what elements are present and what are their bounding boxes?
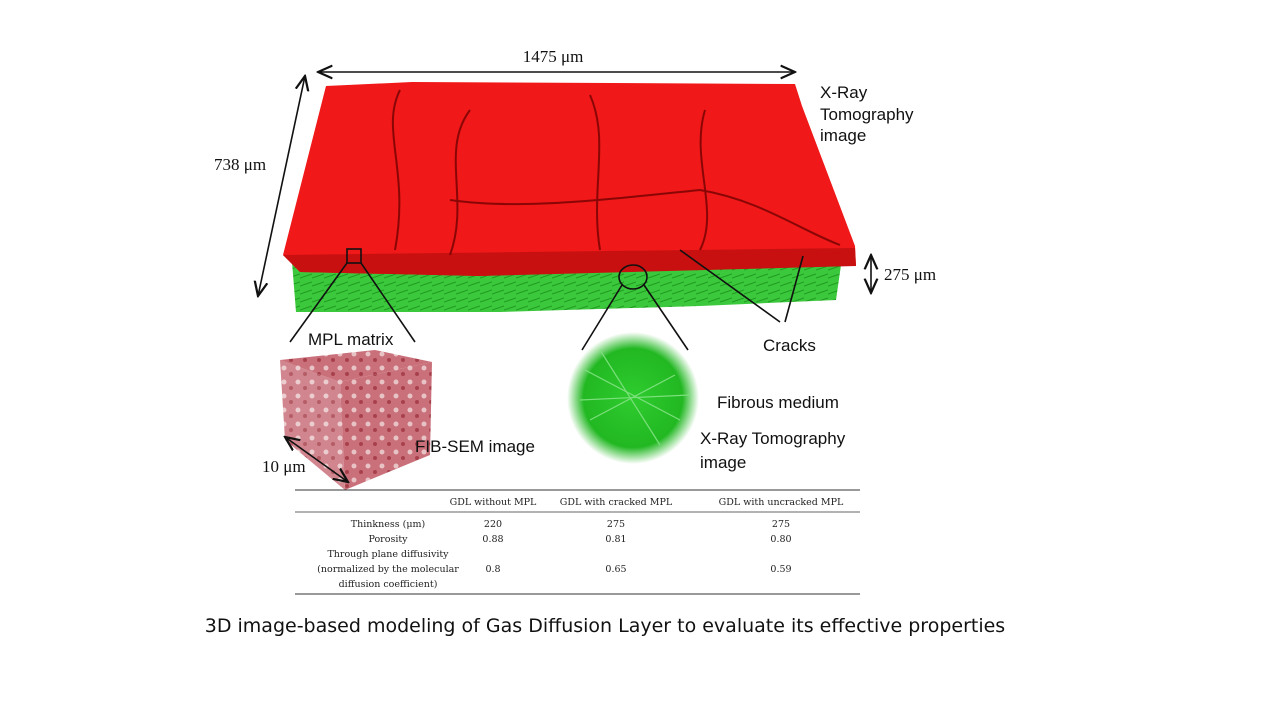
crack-pointer bbox=[784, 255, 804, 323]
column-header: GDL with cracked MPL bbox=[560, 497, 673, 508]
cracks-texture bbox=[391, 89, 841, 256]
slab-front bbox=[283, 248, 856, 276]
xray-label: Tomography bbox=[820, 105, 914, 124]
fiber-marker bbox=[618, 264, 648, 290]
cell: 0.80 bbox=[770, 534, 791, 545]
column-header: GDL without MPL bbox=[450, 497, 537, 508]
cell: 0.65 bbox=[605, 564, 626, 575]
crack-pointer bbox=[679, 249, 781, 323]
row-label: Porosity bbox=[368, 534, 408, 545]
thickness-label: 275 μm bbox=[884, 265, 936, 284]
cracks-label: Cracks bbox=[763, 336, 816, 355]
row-label: Through plane diffusivity bbox=[327, 549, 449, 560]
xray-label: X-Ray bbox=[820, 83, 868, 102]
cell: 0.8 bbox=[485, 564, 500, 575]
mpl-label: MPL matrix bbox=[308, 330, 394, 349]
cube-size-label: 10 μm bbox=[262, 457, 306, 476]
fibrous-label: Fibrous medium bbox=[717, 393, 839, 412]
row-label: Thinkness (μm) bbox=[351, 519, 425, 530]
cell: 0.88 bbox=[482, 534, 503, 545]
cell: 0.59 bbox=[770, 564, 791, 575]
cell: 275 bbox=[607, 519, 625, 530]
cube-top bbox=[280, 350, 432, 382]
callout-line bbox=[581, 284, 623, 351]
mpl-marker bbox=[346, 248, 362, 264]
cube-right bbox=[340, 362, 432, 490]
row-label: (normalized by the molecular bbox=[317, 564, 459, 575]
cell: 275 bbox=[772, 519, 790, 530]
xray-label: image bbox=[820, 126, 866, 145]
fibsem-label: FIB-SEM image bbox=[415, 437, 535, 456]
cell: 220 bbox=[484, 519, 502, 530]
row-label: diffusion coefficient) bbox=[339, 579, 438, 590]
caption: 3D image-based modeling of Gas Diffusion… bbox=[205, 615, 1005, 637]
properties-table: GDL without MPL GDL with cracked MPL GDL w… bbox=[295, 489, 860, 595]
callout-line bbox=[289, 262, 348, 343]
depth-arrow bbox=[258, 76, 305, 296]
xray-fiber-label: X-Ray Tomography bbox=[700, 429, 846, 448]
fiber-texture bbox=[579, 349, 691, 446]
depth-label: 738 μm bbox=[214, 155, 266, 174]
callout-line bbox=[360, 262, 416, 343]
cube-arrow bbox=[285, 437, 348, 482]
mpl-slab bbox=[283, 82, 856, 276]
column-header: GDL with uncracked MPL bbox=[719, 497, 844, 508]
xray-fiber-label: image bbox=[700, 453, 746, 472]
cell: 0.81 bbox=[605, 534, 626, 545]
width-label: 1475 μm bbox=[523, 47, 584, 66]
callout-line bbox=[643, 284, 689, 351]
